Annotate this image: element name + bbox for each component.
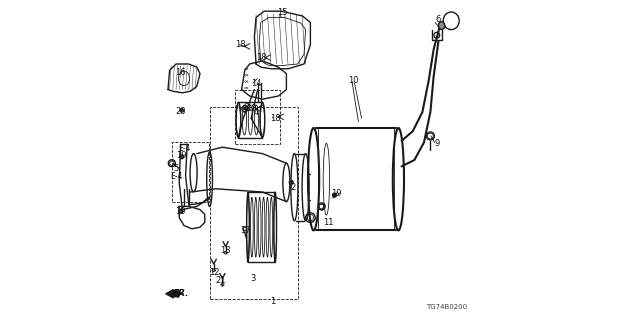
Text: 8: 8 <box>244 103 249 112</box>
Text: 17: 17 <box>241 226 251 235</box>
Text: 18: 18 <box>270 114 280 123</box>
Text: 12: 12 <box>209 268 220 277</box>
Ellipse shape <box>333 193 337 197</box>
Text: 6: 6 <box>435 15 440 24</box>
Text: 4: 4 <box>253 108 259 117</box>
Text: E-4: E-4 <box>170 172 183 181</box>
Text: 5: 5 <box>173 164 179 173</box>
Polygon shape <box>166 290 179 298</box>
Ellipse shape <box>438 22 445 30</box>
Bar <box>236 90 280 144</box>
Text: 19: 19 <box>175 207 186 216</box>
Text: 3: 3 <box>250 274 255 283</box>
Ellipse shape <box>289 180 293 184</box>
Text: 2: 2 <box>290 183 296 192</box>
Text: E-4: E-4 <box>178 144 190 153</box>
Text: FR.: FR. <box>173 289 189 298</box>
Text: TG74B0200: TG74B0200 <box>426 304 467 310</box>
Text: 11: 11 <box>323 218 334 227</box>
Text: 10: 10 <box>348 76 359 85</box>
Text: 15: 15 <box>277 8 287 17</box>
Ellipse shape <box>179 209 183 213</box>
Text: 18: 18 <box>246 104 257 113</box>
Text: 19: 19 <box>177 151 187 160</box>
Text: 18: 18 <box>235 40 245 49</box>
Text: 13: 13 <box>220 246 231 255</box>
Text: 18: 18 <box>257 53 267 62</box>
Text: 19: 19 <box>332 189 342 198</box>
Text: 21: 21 <box>215 276 225 285</box>
Text: 9: 9 <box>434 139 440 148</box>
Text: 20: 20 <box>175 107 186 116</box>
Text: 16: 16 <box>175 68 186 76</box>
Bar <box>172 142 209 202</box>
Ellipse shape <box>244 108 246 110</box>
Text: 1: 1 <box>270 297 276 306</box>
Ellipse shape <box>180 109 183 112</box>
Text: 7: 7 <box>319 204 324 212</box>
Bar <box>210 107 298 299</box>
Text: 14: 14 <box>251 79 261 88</box>
Ellipse shape <box>180 155 184 159</box>
